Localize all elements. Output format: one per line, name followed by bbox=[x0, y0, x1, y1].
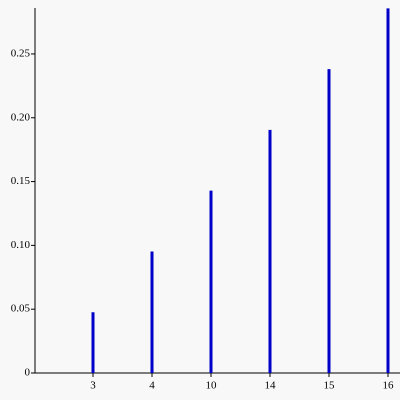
bar bbox=[386, 8, 390, 373]
y-tick-label: 0.10 bbox=[11, 239, 31, 251]
bar bbox=[268, 129, 272, 373]
bar bbox=[209, 190, 213, 373]
x-tick-label: 15 bbox=[324, 380, 336, 392]
x-tick-label: 10 bbox=[206, 380, 218, 392]
bar bbox=[150, 251, 154, 373]
x-tick-label: 4 bbox=[149, 380, 155, 392]
bar bbox=[327, 69, 331, 374]
y-tick-label: 0.05 bbox=[11, 303, 31, 315]
y-tick-label: 0.15 bbox=[11, 175, 31, 187]
x-tick-label: 14 bbox=[265, 380, 277, 392]
y-tick-label: 0.25 bbox=[11, 47, 31, 59]
bar bbox=[91, 312, 95, 373]
x-tick-label: 3 bbox=[90, 380, 96, 392]
y-tick-label: 0 bbox=[25, 367, 31, 379]
y-tick-label: 0.20 bbox=[11, 111, 31, 123]
x-tick-label: 16 bbox=[383, 380, 395, 392]
